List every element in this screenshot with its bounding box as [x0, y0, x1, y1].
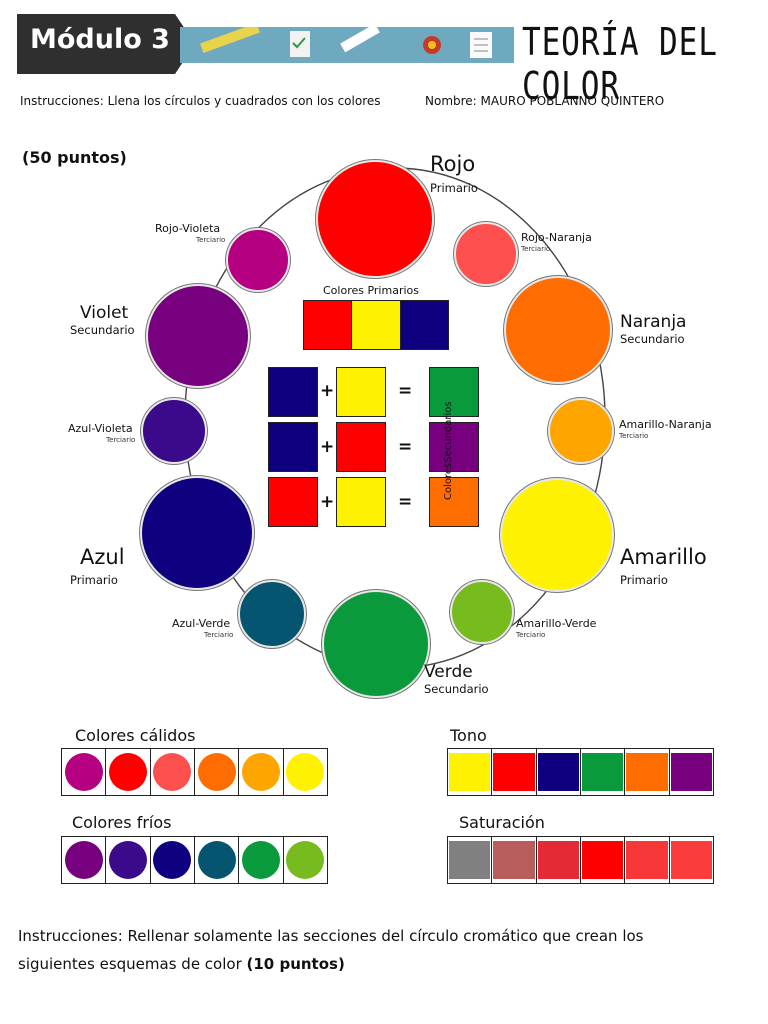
saturacion-4[interactable] — [581, 841, 624, 879]
label-azul-violeta: Azul-Violeta — [68, 422, 133, 435]
circle-violet[interactable] — [146, 284, 250, 388]
kind-azul-violeta: Terciario — [106, 436, 136, 444]
mix1-b[interactable] — [336, 367, 386, 417]
label-azul: Azul — [80, 545, 125, 569]
tono-strip — [447, 748, 714, 796]
tono-2[interactable] — [493, 753, 535, 791]
tono-heading: Tono — [450, 726, 487, 745]
circle-azul-verde[interactable] — [238, 580, 306, 648]
tono-1[interactable] — [449, 753, 491, 791]
calido-4[interactable] — [197, 753, 236, 791]
kind-amarillo: Primario — [620, 573, 668, 587]
student-name: Nombre: MAURO POBLANNO QUINTERO — [425, 94, 665, 108]
label-amarillo-naranja: Amarillo-Naranja — [619, 418, 712, 431]
saturacion-2[interactable] — [493, 841, 535, 879]
label-verde: Verde — [424, 662, 473, 682]
label-rojo-violeta: Rojo-Violeta — [155, 222, 221, 235]
label-azul-verde: Azul-Verde — [172, 617, 231, 630]
circle-rojo-violeta[interactable] — [226, 228, 290, 292]
mix3-b[interactable] — [336, 477, 386, 527]
circle-amarillo-naranja[interactable] — [548, 398, 614, 464]
circle-azul-violeta[interactable] — [141, 398, 207, 464]
calido-2[interactable] — [108, 753, 147, 791]
frio-5[interactable] — [241, 841, 280, 879]
circle-amarillo[interactable] — [500, 478, 614, 592]
mix2-result[interactable] — [429, 422, 479, 472]
label-rojo: Rojo — [430, 152, 476, 176]
circle-rojo[interactable] — [316, 160, 434, 278]
header-banner — [180, 27, 514, 63]
mix2-a[interactable] — [268, 422, 318, 472]
mix2-equals: = — [398, 437, 413, 457]
tono-5[interactable] — [626, 753, 668, 791]
label-amarillo: Amarillo — [620, 545, 707, 569]
bottom-points: (10 puntos) — [246, 955, 345, 973]
mix3-equals: = — [398, 492, 413, 512]
saturacion-5[interactable] — [626, 841, 668, 879]
calido-3[interactable] — [153, 753, 192, 791]
saturacion-3[interactable] — [537, 841, 579, 879]
label-amarillo-verde: Amarillo-Verde — [516, 617, 597, 630]
frios-strip — [61, 836, 328, 884]
kind-rojo-naranja: Terciario — [521, 245, 551, 253]
mix1-equals: = — [398, 381, 413, 401]
instructions-text: Instrucciones: Llena los círculos y cuad… — [20, 94, 381, 108]
bottom-instructions-text: Instrucciones: Rellenar solamente las se… — [18, 927, 644, 973]
kind-azul: Primario — [70, 573, 118, 587]
label-violet: Violet — [80, 303, 129, 323]
calido-5[interactable] — [241, 753, 280, 791]
topic-title: TEORÍA DEL COLOR — [522, 20, 718, 108]
saturacion-6[interactable] — [670, 841, 712, 879]
frio-4[interactable] — [197, 841, 236, 879]
primario-amarillo[interactable] — [352, 301, 401, 349]
kind-amarillo-naranja: Terciario — [619, 432, 649, 440]
primarios-strip — [303, 300, 449, 350]
calidos-strip — [61, 748, 328, 796]
kind-verde: Secundario — [424, 682, 489, 696]
kind-violet: Secundario — [70, 323, 135, 337]
module-title: Módulo 3 — [30, 24, 170, 55]
frio-6[interactable] — [286, 841, 325, 879]
points-label: (50 puntos) — [22, 148, 127, 167]
calido-1[interactable] — [64, 753, 103, 791]
tono-3[interactable] — [537, 753, 579, 791]
frio-3[interactable] — [153, 841, 192, 879]
circle-azul[interactable] — [140, 476, 254, 590]
mix3-result[interactable] — [429, 477, 479, 527]
label-rojo-naranja: Rojo-Naranja — [521, 231, 592, 244]
mix1-a[interactable] — [268, 367, 318, 417]
mix2-b[interactable] — [336, 422, 386, 472]
bottom-instructions: Instrucciones: Rellenar solamente las se… — [18, 922, 718, 978]
saturacion-1[interactable] — [449, 841, 491, 879]
tono-6[interactable] — [670, 753, 712, 791]
saturacion-strip — [447, 836, 714, 884]
calidos-heading: Colores cálidos — [75, 726, 196, 745]
mix1-plus: + — [320, 381, 335, 401]
frio-1[interactable] — [64, 841, 103, 879]
frios-heading: Colores fríos — [72, 813, 172, 832]
circle-rojo-naranja[interactable] — [454, 222, 518, 286]
primario-azul[interactable] — [400, 301, 448, 349]
calido-6[interactable] — [286, 753, 325, 791]
circle-naranja[interactable] — [504, 276, 612, 384]
mix2-plus: + — [320, 437, 335, 457]
circle-amarillo-verde[interactable] — [450, 580, 514, 644]
circle-verde[interactable] — [322, 590, 430, 698]
mix1-result[interactable] — [429, 367, 479, 417]
tono-4[interactable] — [581, 753, 624, 791]
label-naranja: Naranja — [620, 312, 687, 332]
banner-illustration — [180, 27, 514, 63]
primarios-label: Colores Primarios — [323, 284, 419, 297]
frio-2[interactable] — [108, 841, 147, 879]
kind-rojo: Primario — [430, 181, 478, 195]
secundarios-label: ColoresSecundarios — [443, 401, 454, 500]
kind-azul-verde: Terciario — [204, 631, 234, 639]
kind-rojo-violeta: Terciario — [196, 236, 226, 244]
mix3-plus: + — [320, 492, 335, 512]
kind-naranja: Secundario — [620, 332, 685, 346]
kind-amarillo-verde: Terciario — [516, 631, 546, 639]
saturacion-heading: Saturación — [459, 813, 545, 832]
primario-rojo[interactable] — [304, 301, 353, 349]
mix3-a[interactable] — [268, 477, 318, 527]
